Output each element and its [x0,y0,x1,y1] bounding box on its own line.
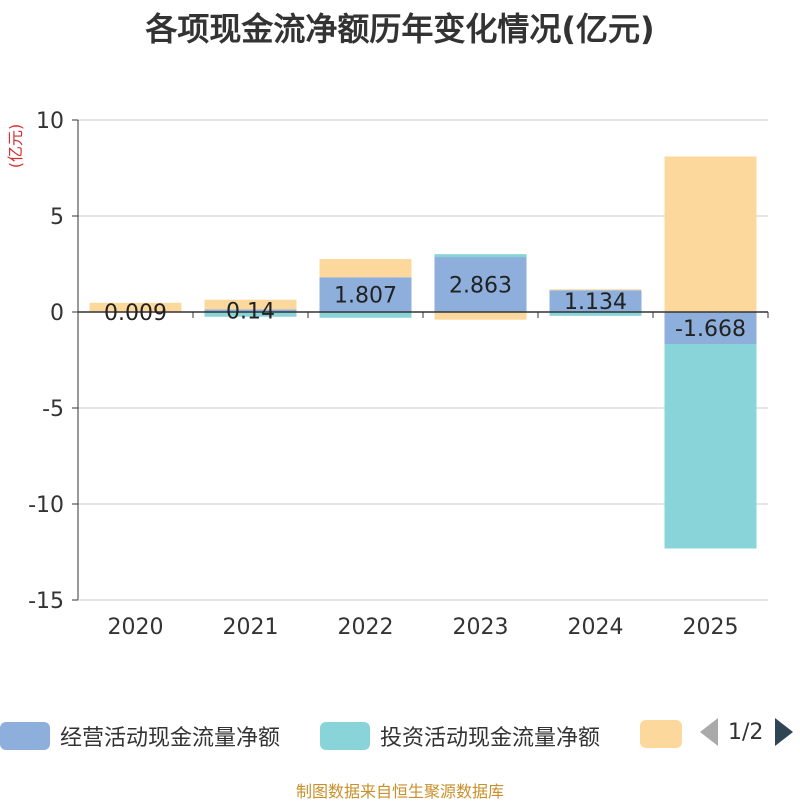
bar [204,309,297,312]
x-tick-label: 2020 [108,615,164,640]
data-source-note: 制图数据来自恒生聚源数据库 [295,782,504,801]
legend-label: 投资活动现金流量净额 [380,726,601,751]
y-tick-label: -5 [42,397,64,422]
x-tick-label: 2021 [223,615,279,640]
bar [204,299,297,310]
bar [434,312,527,320]
chart-area: 10 5 0 -5 -10 -15 2020 2021 2022 2023 2024 2025 0.0… [6,109,769,640]
y-tick-label: 10 [36,109,64,134]
y-tick-label: -15 [28,589,64,614]
bars [89,156,757,549]
x-tick-label: 2025 [683,615,739,640]
bar [89,302,182,312]
legend-item-investing[interactable]: 投资活动现金流量净额 [320,720,600,752]
prev-page-icon[interactable] [700,718,718,746]
bar [664,312,757,345]
bar [319,277,412,312]
legend-swatch [320,722,370,750]
next-page-icon[interactable] [775,718,794,746]
legend[interactable]: 经营活动现金流量净额 投资活动现金流量净额 1/2 [0,716,800,756]
bar [549,290,642,312]
y-axis-label: (亿元) [6,124,25,169]
chart-title: 各项现金流净额历年变化情况(亿元) [145,10,655,48]
bar [434,254,527,258]
x-tick-label: 2023 [453,615,509,640]
bar [664,156,757,312]
data-label: 1.807 [334,284,397,309]
bar [664,344,757,549]
axes: 10 5 0 -5 -10 -15 2020 2021 2022 2023 2024 2025 [28,109,769,640]
bar [319,312,412,318]
y-tick-label: -10 [28,493,64,518]
data-label: 0.14 [226,300,275,325]
bar [434,257,527,312]
y-tick-label: 5 [50,205,64,230]
legend-swatch [0,722,50,750]
data-label: 1.134 [564,290,627,315]
legend-item-operating[interactable]: 经营活动现金流量净额 [0,720,280,752]
x-tick-label: 2022 [338,615,394,640]
bar [549,312,642,316]
data-label: -1.668 [675,317,746,342]
legend-page-indicator: 1/2 [728,719,764,745]
data-label: 0.009 [104,301,167,326]
legend-pager: 1/2 [700,718,794,746]
x-tick-label: 2024 [568,615,624,640]
data-label: 2.863 [449,274,512,299]
gridlines [78,119,768,601]
legend-swatch [640,720,682,748]
legend-label: 经营活动现金流量净额 [60,726,281,751]
data-labels: 0.009 0.14 1.807 2.863 1.134 -1.668 [104,274,746,342]
y-tick-label: 0 [50,301,64,326]
bar [549,289,642,291]
bar [319,259,412,278]
bar [204,312,297,317]
legend-item-financing[interactable] [640,720,692,748]
